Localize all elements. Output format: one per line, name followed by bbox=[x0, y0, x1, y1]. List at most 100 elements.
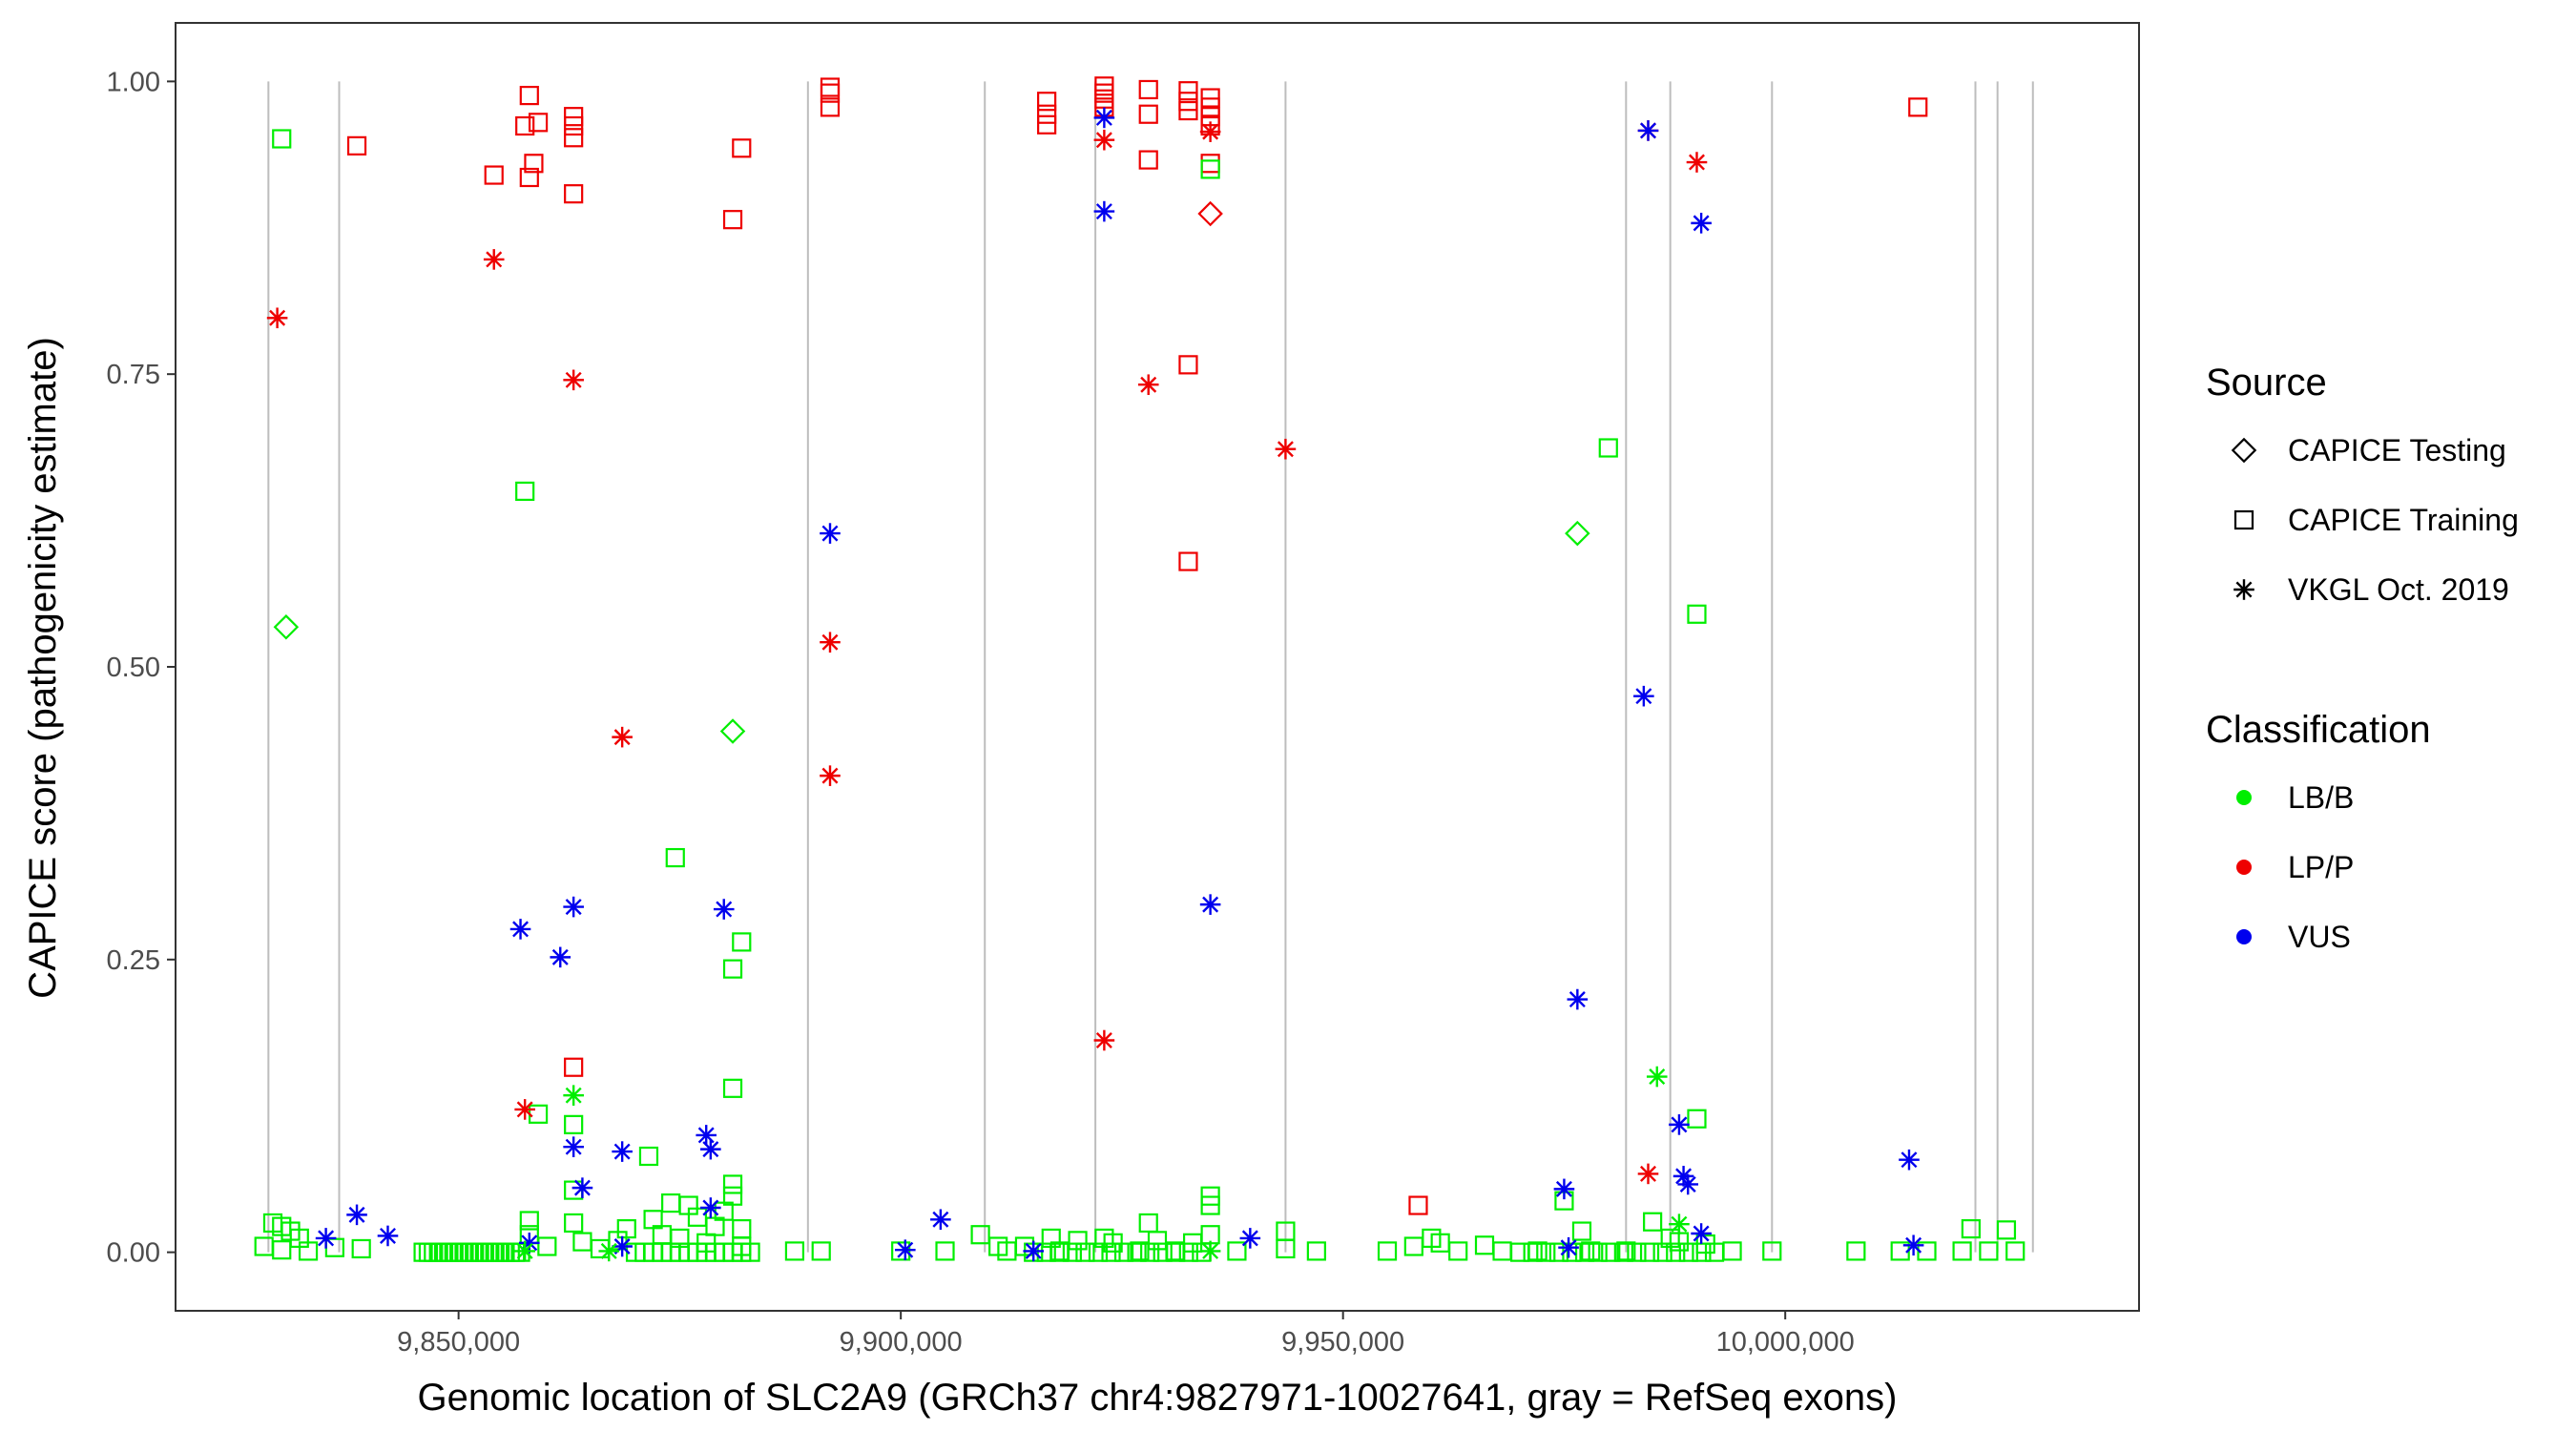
data-point bbox=[1601, 1242, 1621, 1262]
data-point bbox=[1669, 1213, 1690, 1234]
data-point bbox=[1178, 81, 1198, 101]
data-point bbox=[2005, 1241, 2025, 1261]
data-point bbox=[1093, 1029, 1115, 1051]
data-point bbox=[1686, 152, 1708, 173]
y-tick-label: 0.25 bbox=[107, 945, 160, 976]
x-tick-label: 9,850,000 bbox=[397, 1327, 520, 1358]
data-point bbox=[519, 167, 539, 188]
data-point bbox=[1199, 894, 1221, 915]
data-point bbox=[696, 1233, 717, 1253]
data-point bbox=[514, 1240, 535, 1262]
data-point bbox=[315, 1228, 337, 1249]
data-point bbox=[564, 128, 584, 148]
data-point bbox=[519, 85, 539, 106]
data-point bbox=[638, 1146, 659, 1167]
data-point bbox=[509, 919, 531, 940]
data-point bbox=[1598, 438, 1618, 458]
data-point bbox=[1722, 1241, 1742, 1261]
legend-class-label: LP/P bbox=[2288, 850, 2354, 884]
data-point bbox=[550, 946, 571, 968]
y-tick-label: 0.50 bbox=[107, 653, 160, 683]
data-point bbox=[1961, 1218, 1981, 1239]
data-point bbox=[820, 765, 841, 786]
data-point bbox=[1523, 1242, 1543, 1262]
data-point bbox=[1979, 1241, 1999, 1261]
data-points bbox=[254, 76, 2025, 1262]
y-tick-label: 1.00 bbox=[107, 67, 160, 97]
data-point bbox=[1197, 200, 1223, 227]
data-point bbox=[1666, 1242, 1686, 1262]
exon-lines bbox=[267, 81, 2034, 1253]
data-point bbox=[1633, 685, 1654, 707]
data-point bbox=[1553, 1178, 1575, 1200]
legend-source-key bbox=[2233, 579, 2254, 600]
legend-source-label: CAPICE Testing bbox=[2288, 433, 2506, 467]
data-point bbox=[665, 847, 685, 868]
data-point bbox=[722, 959, 743, 979]
data-point bbox=[1306, 1241, 1326, 1261]
y-tick-label: 0.75 bbox=[107, 360, 160, 390]
data-point bbox=[1377, 1241, 1398, 1261]
data-point bbox=[1846, 1241, 1866, 1261]
data-point bbox=[722, 210, 743, 230]
data-point bbox=[1687, 1109, 1707, 1129]
data-point bbox=[1574, 1242, 1595, 1262]
data-point bbox=[1276, 1238, 1296, 1259]
data-point bbox=[515, 115, 535, 136]
data-point bbox=[1643, 1212, 1663, 1232]
data-point bbox=[1138, 79, 1158, 100]
data-point bbox=[820, 632, 841, 653]
y-axis-title: CAPICE score (pathogenicity estimate) bbox=[22, 337, 64, 999]
data-point bbox=[563, 369, 584, 391]
data-point bbox=[1138, 104, 1158, 124]
data-point bbox=[997, 1241, 1017, 1261]
legend-class-label: VUS bbox=[2288, 920, 2351, 954]
data-point bbox=[483, 249, 505, 270]
data-point bbox=[612, 1235, 633, 1257]
data-point bbox=[564, 115, 584, 136]
data-point bbox=[351, 1238, 371, 1259]
data-point bbox=[1627, 1242, 1647, 1262]
data-point bbox=[930, 1209, 951, 1231]
data-point bbox=[1138, 150, 1158, 170]
data-point bbox=[1023, 1240, 1045, 1262]
legend-class-key bbox=[2236, 860, 2252, 875]
plot-panel bbox=[175, 22, 2140, 1312]
data-point bbox=[687, 1207, 708, 1227]
data-point bbox=[1613, 1242, 1633, 1262]
data-point bbox=[1902, 1234, 1924, 1256]
data-point bbox=[1646, 1066, 1668, 1088]
data-point bbox=[1639, 1242, 1660, 1262]
data-point bbox=[1103, 1233, 1123, 1253]
data-point bbox=[894, 1239, 916, 1260]
data-point bbox=[1637, 1163, 1659, 1185]
data-point bbox=[1093, 129, 1115, 151]
data-point bbox=[1691, 1223, 1712, 1244]
data-point bbox=[1068, 1231, 1088, 1251]
legend-source-title: Source bbox=[2206, 362, 2327, 404]
y-tick-label: 0.00 bbox=[107, 1238, 160, 1269]
data-point bbox=[784, 1241, 805, 1261]
data-point bbox=[970, 1225, 990, 1245]
data-point bbox=[1669, 1114, 1690, 1135]
data-point bbox=[1093, 107, 1115, 129]
data-point bbox=[612, 1141, 633, 1162]
data-point bbox=[670, 1228, 690, 1249]
data-point bbox=[1695, 1234, 1715, 1255]
data-point bbox=[722, 1078, 743, 1098]
data-point bbox=[1492, 1241, 1512, 1261]
data-point bbox=[1165, 1241, 1185, 1261]
data-point bbox=[1908, 97, 1928, 117]
data-point bbox=[732, 1236, 752, 1256]
data-point bbox=[722, 1174, 743, 1194]
data-point bbox=[563, 896, 584, 918]
data-point bbox=[1199, 121, 1221, 142]
data-point bbox=[820, 523, 841, 544]
data-point bbox=[1952, 1241, 1972, 1261]
data-point bbox=[1567, 988, 1589, 1010]
data-point bbox=[272, 1240, 292, 1260]
legend-classification-title: Classification bbox=[2206, 709, 2431, 751]
data-point bbox=[598, 1240, 620, 1262]
data-point bbox=[811, 1241, 831, 1261]
